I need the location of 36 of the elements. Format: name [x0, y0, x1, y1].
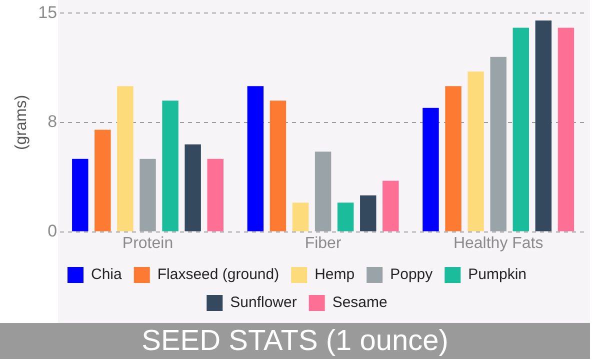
legend-label: Flaxseed (ground)	[157, 266, 280, 284]
legend-label: Sunflower	[230, 294, 297, 312]
text: SEED STATS (1 ounce)	[0, 323, 590, 359]
x-tick-label: Protein	[122, 234, 174, 252]
bar	[337, 202, 354, 232]
bar	[360, 195, 376, 232]
bar	[94, 130, 111, 232]
bar	[422, 108, 439, 232]
bar	[445, 86, 462, 232]
bar	[117, 86, 134, 232]
y-tick-label: 15	[38, 2, 58, 22]
x-tick-label: Healthy Fats	[453, 234, 544, 252]
bar	[490, 56, 506, 232]
bar	[247, 86, 264, 232]
y-tick-label: 0	[48, 221, 58, 240]
bar	[270, 100, 286, 232]
bar	[72, 158, 88, 232]
bar	[184, 144, 201, 232]
bar	[558, 28, 574, 232]
y-axis-title: (grams)	[13, 94, 30, 150]
legend-label: Sesame	[332, 294, 388, 312]
bar	[468, 71, 484, 232]
bar	[207, 158, 224, 232]
bar	[512, 28, 530, 232]
bar	[314, 152, 332, 232]
legend-label: Poppy	[390, 266, 434, 284]
legend-label: Pumpkin	[468, 266, 526, 284]
y-tick-label: 8	[48, 112, 58, 132]
x-tick-label: Fiber	[304, 234, 342, 252]
bar	[140, 158, 156, 232]
bar	[292, 202, 309, 232]
bar	[535, 20, 552, 232]
legend-label: Chia	[91, 266, 123, 284]
legend-label: Hemp	[314, 266, 355, 284]
bar	[162, 100, 178, 232]
bar	[382, 180, 399, 232]
